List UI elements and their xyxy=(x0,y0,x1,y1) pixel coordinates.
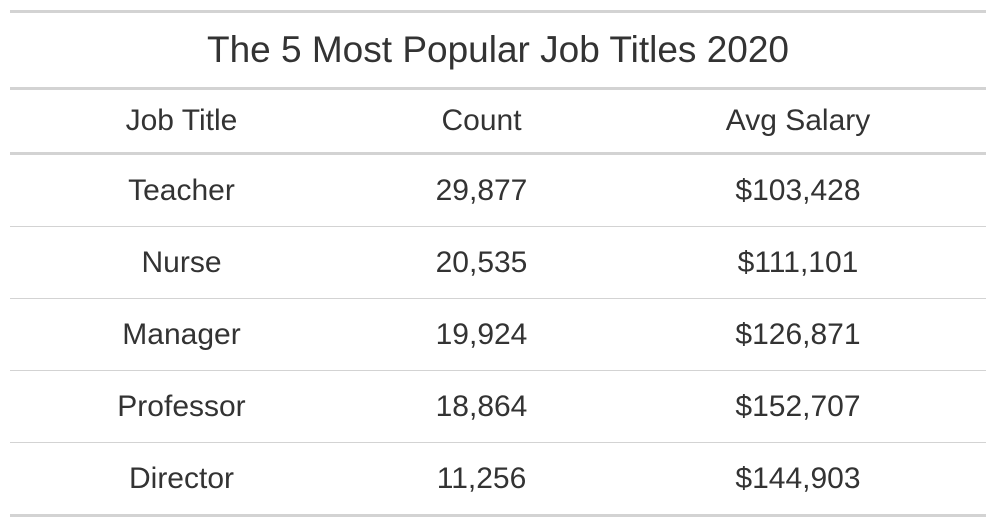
table-row: Manager 19,924 $126,871 xyxy=(10,298,986,371)
cell-count: 18,864 xyxy=(353,370,610,443)
table-title: The 5 Most Popular Job Titles 2020 xyxy=(10,13,986,90)
data-table: Job Title Count Avg Salary Teacher 29,87… xyxy=(10,90,986,517)
cell-job-title: Manager xyxy=(10,298,353,371)
header-row: Job Title Count Avg Salary xyxy=(10,90,986,155)
top-rule xyxy=(10,10,986,13)
cell-avg-salary: $103,428 xyxy=(610,153,986,227)
cell-avg-salary: $144,903 xyxy=(610,442,986,517)
cell-avg-salary: $152,707 xyxy=(610,370,986,443)
cell-job-title: Director xyxy=(10,442,353,517)
column-header-avg-salary: Avg Salary xyxy=(610,90,986,155)
cell-avg-salary: $126,871 xyxy=(610,298,986,371)
column-header-job-title: Job Title xyxy=(10,90,353,155)
table-row: Professor 18,864 $152,707 xyxy=(10,370,986,443)
cell-job-title: Professor xyxy=(10,370,353,443)
cell-job-title: Nurse xyxy=(10,226,353,299)
cell-count: 11,256 xyxy=(353,442,610,517)
cell-avg-salary: $111,101 xyxy=(610,226,986,299)
column-header-count: Count xyxy=(353,90,610,155)
cell-job-title: Teacher xyxy=(10,153,353,227)
table-row: Teacher 29,877 $103,428 xyxy=(10,153,986,227)
cell-count: 19,924 xyxy=(353,298,610,371)
job-titles-table: The 5 Most Popular Job Titles 2020 Job T… xyxy=(10,10,986,517)
table-row: Nurse 20,535 $111,101 xyxy=(10,226,986,299)
cell-count: 29,877 xyxy=(353,153,610,227)
table-row: Director 11,256 $144,903 xyxy=(10,442,986,517)
cell-count: 20,535 xyxy=(353,226,610,299)
